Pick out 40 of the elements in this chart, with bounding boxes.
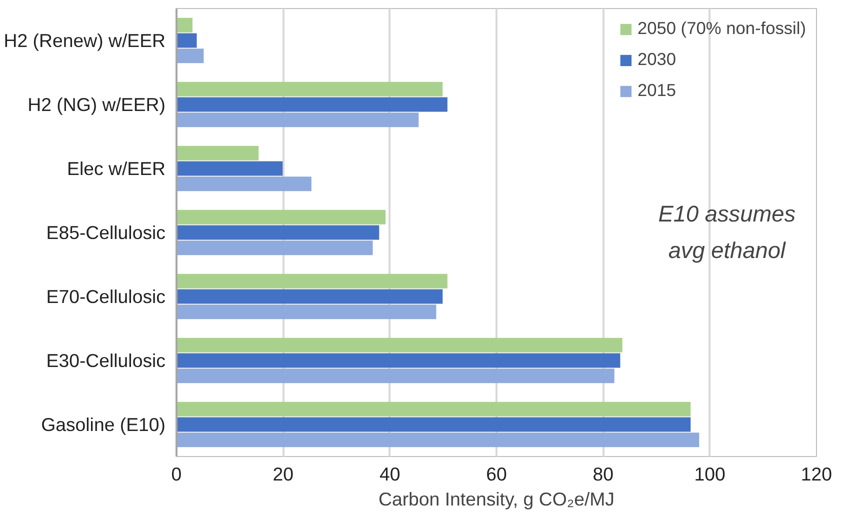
y-tick-label: H2 (Renew) w/EER [4,30,166,51]
legend-label: 2050 (70% non-fossil) [637,18,806,39]
bar [176,176,312,192]
legend-label: 2015 [637,80,676,101]
y-tick-label: E85-Cellulosic [46,222,166,243]
bar [176,417,691,432]
bar [176,225,380,240]
x-tick-label: 0 [171,464,182,484]
bar [176,97,448,112]
y-tick-label: E30-Cellulosic [46,350,166,371]
x-tick-label: 40 [379,464,400,484]
bar [176,33,197,48]
bar [176,146,259,160]
bar [176,289,443,304]
bar [176,432,700,448]
x-tick-label: 60 [486,464,507,484]
y-tick-label: E70-Cellulosic [46,286,166,307]
y-tick-label: Elec w/EER [67,158,166,179]
bar [176,353,620,368]
bar [176,161,283,176]
bar [176,338,622,352]
bar [176,18,192,32]
bar [176,304,436,320]
bar [176,240,373,256]
y-tick-label: H2 (NG) w/EER) [28,94,166,115]
bar [176,112,419,128]
bar [176,368,614,384]
x-tick-label: 80 [592,464,614,484]
annotation: E10 assumes avg ethanol [658,200,796,264]
x-tick-label: 100 [694,464,726,484]
y-tick-label: Gasoline (E10) [41,414,166,435]
x-tick-label: 120 [800,464,832,484]
bar [176,48,204,64]
legend-label: 2030 [637,49,676,70]
bar [176,210,386,224]
x-tick-label: 20 [272,464,294,484]
bar [176,402,691,416]
x-axis-title: Carbon Intensity, g CO₂e/MJ [378,488,615,510]
bar [176,82,443,96]
bar [176,274,448,288]
